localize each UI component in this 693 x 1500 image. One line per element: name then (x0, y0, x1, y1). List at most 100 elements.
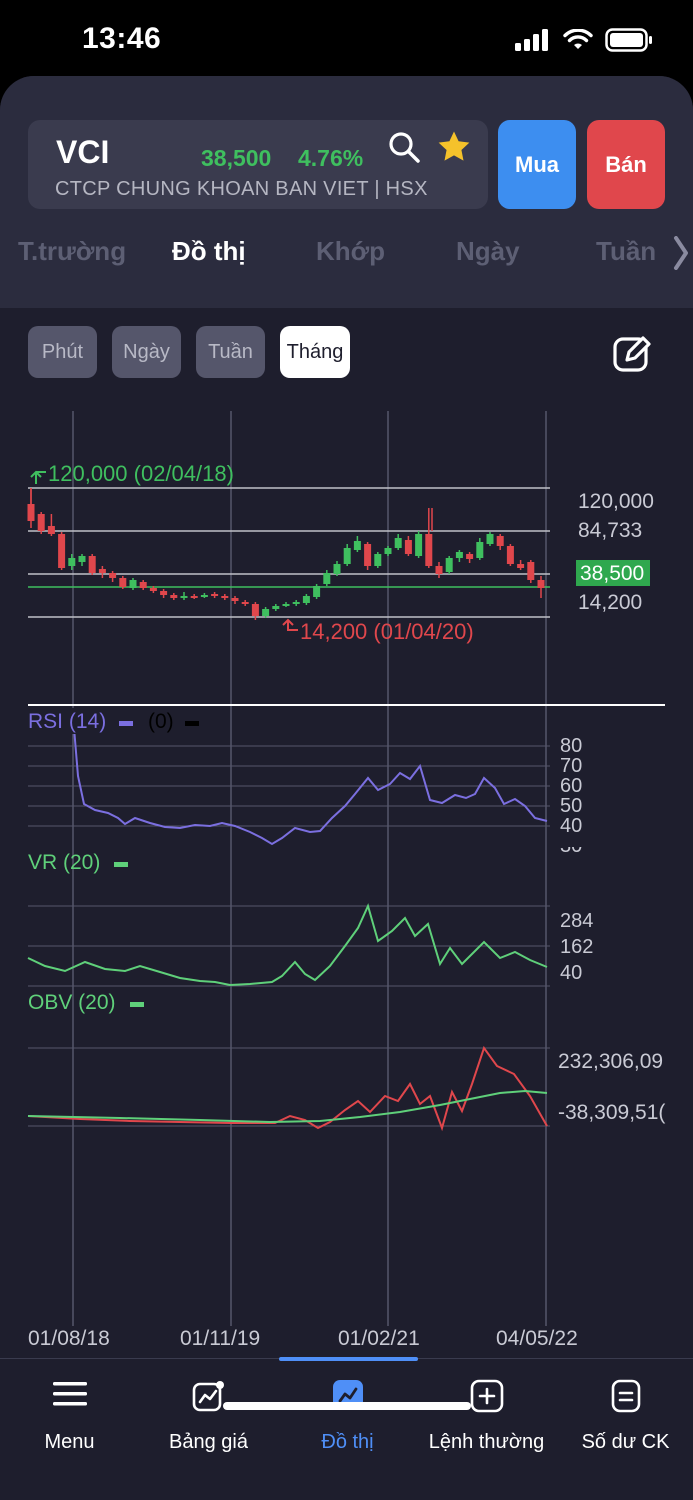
obv-level-high: 232,306,09 (558, 1050, 663, 1073)
ticker-symbol: VCI (56, 134, 110, 170)
candle-body (537, 580, 545, 588)
candle-body (160, 591, 168, 595)
candle-body (476, 542, 484, 558)
rsi-aux-label: (0) (148, 710, 174, 733)
balance-icon (611, 1379, 640, 1413)
candle-body (200, 595, 208, 597)
rsi-level: 40 (560, 815, 582, 837)
candle-body (27, 504, 35, 521)
x-label-3: 01/02/21 (338, 1327, 420, 1350)
candle-body (272, 606, 280, 609)
vr-line (27, 903, 548, 987)
stock-header: VCI 38,500 4.76% CTCP CHUNG KHOAN BAN VI… (0, 76, 693, 308)
candle-body (425, 534, 433, 566)
buy-button[interactable]: Mua (498, 120, 576, 209)
company-name: CTCP CHUNG KHOAN BAN VIET | HSX (55, 178, 428, 200)
candle-body (88, 556, 96, 573)
candle-body (404, 540, 412, 554)
low-annotation: 14,200 (01/04/20) (300, 619, 474, 644)
candle-body (251, 604, 259, 616)
rsi-line (72, 715, 548, 846)
candle-body (180, 596, 188, 598)
candle-body (302, 596, 310, 603)
period-month[interactable]: Tháng (280, 326, 350, 378)
nav-order[interactable]: Lệnh thường (417, 1359, 556, 1459)
candle-body (129, 580, 137, 588)
search-icon[interactable] (387, 130, 423, 166)
stock-card[interactable]: VCI 38,500 4.76% CTCP CHUNG KHOAN BAN VI… (28, 120, 488, 209)
price-chart[interactable]: 120,000 84,733 38,500 14,200 120,000 (02… (0, 76, 693, 1358)
price-level-mid: 84,733 (578, 519, 642, 542)
tab-matched[interactable]: Khớp (316, 236, 386, 266)
obv-label: OBV (20) (28, 991, 116, 1014)
tab-chart[interactable]: Đồ thị (172, 236, 246, 266)
candle-body (98, 569, 106, 573)
obv-level-low: -38,309,51( (558, 1101, 665, 1124)
vr-legend-swatch (114, 862, 128, 867)
current-price-badge (576, 560, 650, 586)
signal-icon (515, 29, 548, 51)
home-indicator (223, 1402, 471, 1410)
x-label-1: 01/08/18 (28, 1327, 110, 1350)
price-board-icon (192, 1381, 224, 1412)
candle-body (119, 578, 127, 587)
edit-icon[interactable] (610, 330, 656, 376)
candle-body (190, 596, 198, 598)
candle-body (496, 536, 504, 546)
nav-balance[interactable]: Số dư CK (556, 1359, 693, 1459)
tab-week[interactable]: Tuần (596, 236, 657, 266)
candle-body (78, 556, 86, 562)
main-sheet: VCI 38,500 4.76% CTCP CHUNG KHOAN BAN VI… (0, 76, 693, 1500)
candle-body (506, 546, 514, 564)
price-level-low: 14,200 (578, 591, 642, 614)
star-icon[interactable] (435, 128, 473, 166)
status-bar: 13:46 (0, 0, 693, 80)
rsi-aux-swatch (185, 721, 199, 726)
wifi-icon (563, 29, 593, 49)
stock-price: 38,500 (201, 145, 272, 171)
candle-body (262, 609, 270, 616)
chevron-right-icon[interactable] (673, 236, 689, 270)
x-label-2: 01/11/19 (180, 1327, 260, 1350)
candle-body (241, 602, 249, 604)
nav-menu[interactable]: Menu (0, 1359, 139, 1459)
candle-body (384, 548, 392, 554)
price-level-high: 120,000 (578, 490, 654, 513)
low-annotation-pointer (282, 618, 298, 631)
menu-icon (52, 1382, 87, 1406)
obv-legend-swatch (130, 1002, 144, 1007)
rsi-tick-mask (556, 833, 656, 847)
candle-body (445, 558, 453, 572)
rsi-level: 50 (560, 795, 582, 817)
tab-day[interactable]: Ngày (456, 236, 520, 266)
order-icon (470, 1379, 503, 1413)
vr-level: 162 (560, 936, 593, 958)
candle-body (313, 586, 321, 597)
candle-body (170, 595, 178, 598)
obv-line (27, 1045, 548, 1132)
nav-price-board[interactable]: Bảng giá (139, 1359, 278, 1459)
candle-body (466, 554, 474, 559)
vr-label: VR (20) (28, 851, 100, 874)
candle-body (282, 604, 290, 606)
period-minute[interactable]: Phút (28, 326, 97, 378)
vr-level: 40 (560, 962, 582, 984)
candle-body (58, 534, 66, 568)
nav-price-board-label: Bảng giá (169, 1431, 248, 1453)
period-week[interactable]: Tuần (196, 326, 265, 378)
rsi-legend-swatch (119, 721, 133, 726)
candle-body (139, 582, 147, 588)
nav-chart-label: Đồ thị (321, 1431, 374, 1453)
stock-change-percent: 4.76% (298, 145, 364, 171)
candle-body (323, 573, 331, 584)
candle-body (211, 594, 219, 596)
candle-body (394, 538, 402, 548)
status-icons (515, 28, 653, 52)
battery-icon (605, 28, 652, 52)
x-label-4: 04/05/22 (496, 1327, 578, 1350)
tab-market[interactable]: T.trường (18, 236, 127, 266)
sell-button[interactable]: Bán (587, 120, 665, 209)
candle-body (364, 544, 372, 566)
period-day[interactable]: Ngày (112, 326, 181, 378)
candle-body (517, 564, 525, 568)
